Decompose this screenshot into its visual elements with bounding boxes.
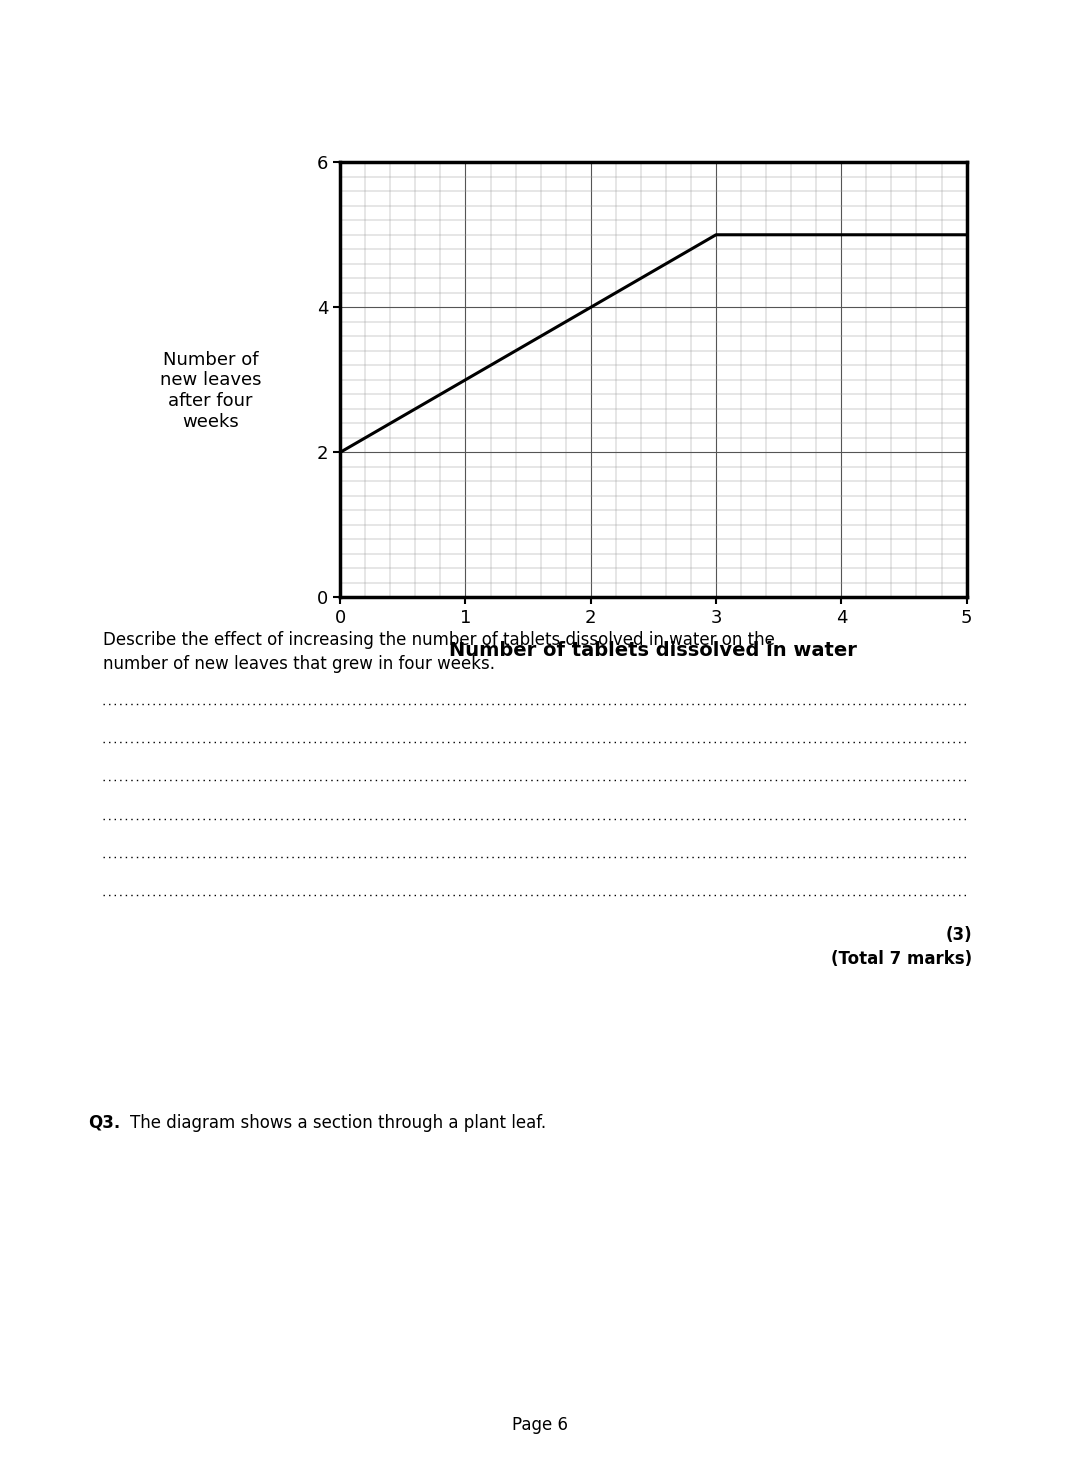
X-axis label: Number of tablets dissolved in water: Number of tablets dissolved in water xyxy=(449,642,858,661)
Text: Number of
new leaves
after four
weeks: Number of new leaves after four weeks xyxy=(160,351,261,431)
Text: Describe the effect of increasing the number of tablets dissolved in water on th: Describe the effect of increasing the nu… xyxy=(103,631,774,649)
Text: The diagram shows a section through a plant leaf.: The diagram shows a section through a pl… xyxy=(130,1114,545,1131)
Text: (Total 7 marks): (Total 7 marks) xyxy=(831,950,972,968)
Text: (3): (3) xyxy=(945,926,972,944)
Text: number of new leaves that grew in four weeks.: number of new leaves that grew in four w… xyxy=(103,655,495,673)
Text: Page 6: Page 6 xyxy=(512,1416,568,1434)
Text: Q3.: Q3. xyxy=(89,1114,121,1131)
